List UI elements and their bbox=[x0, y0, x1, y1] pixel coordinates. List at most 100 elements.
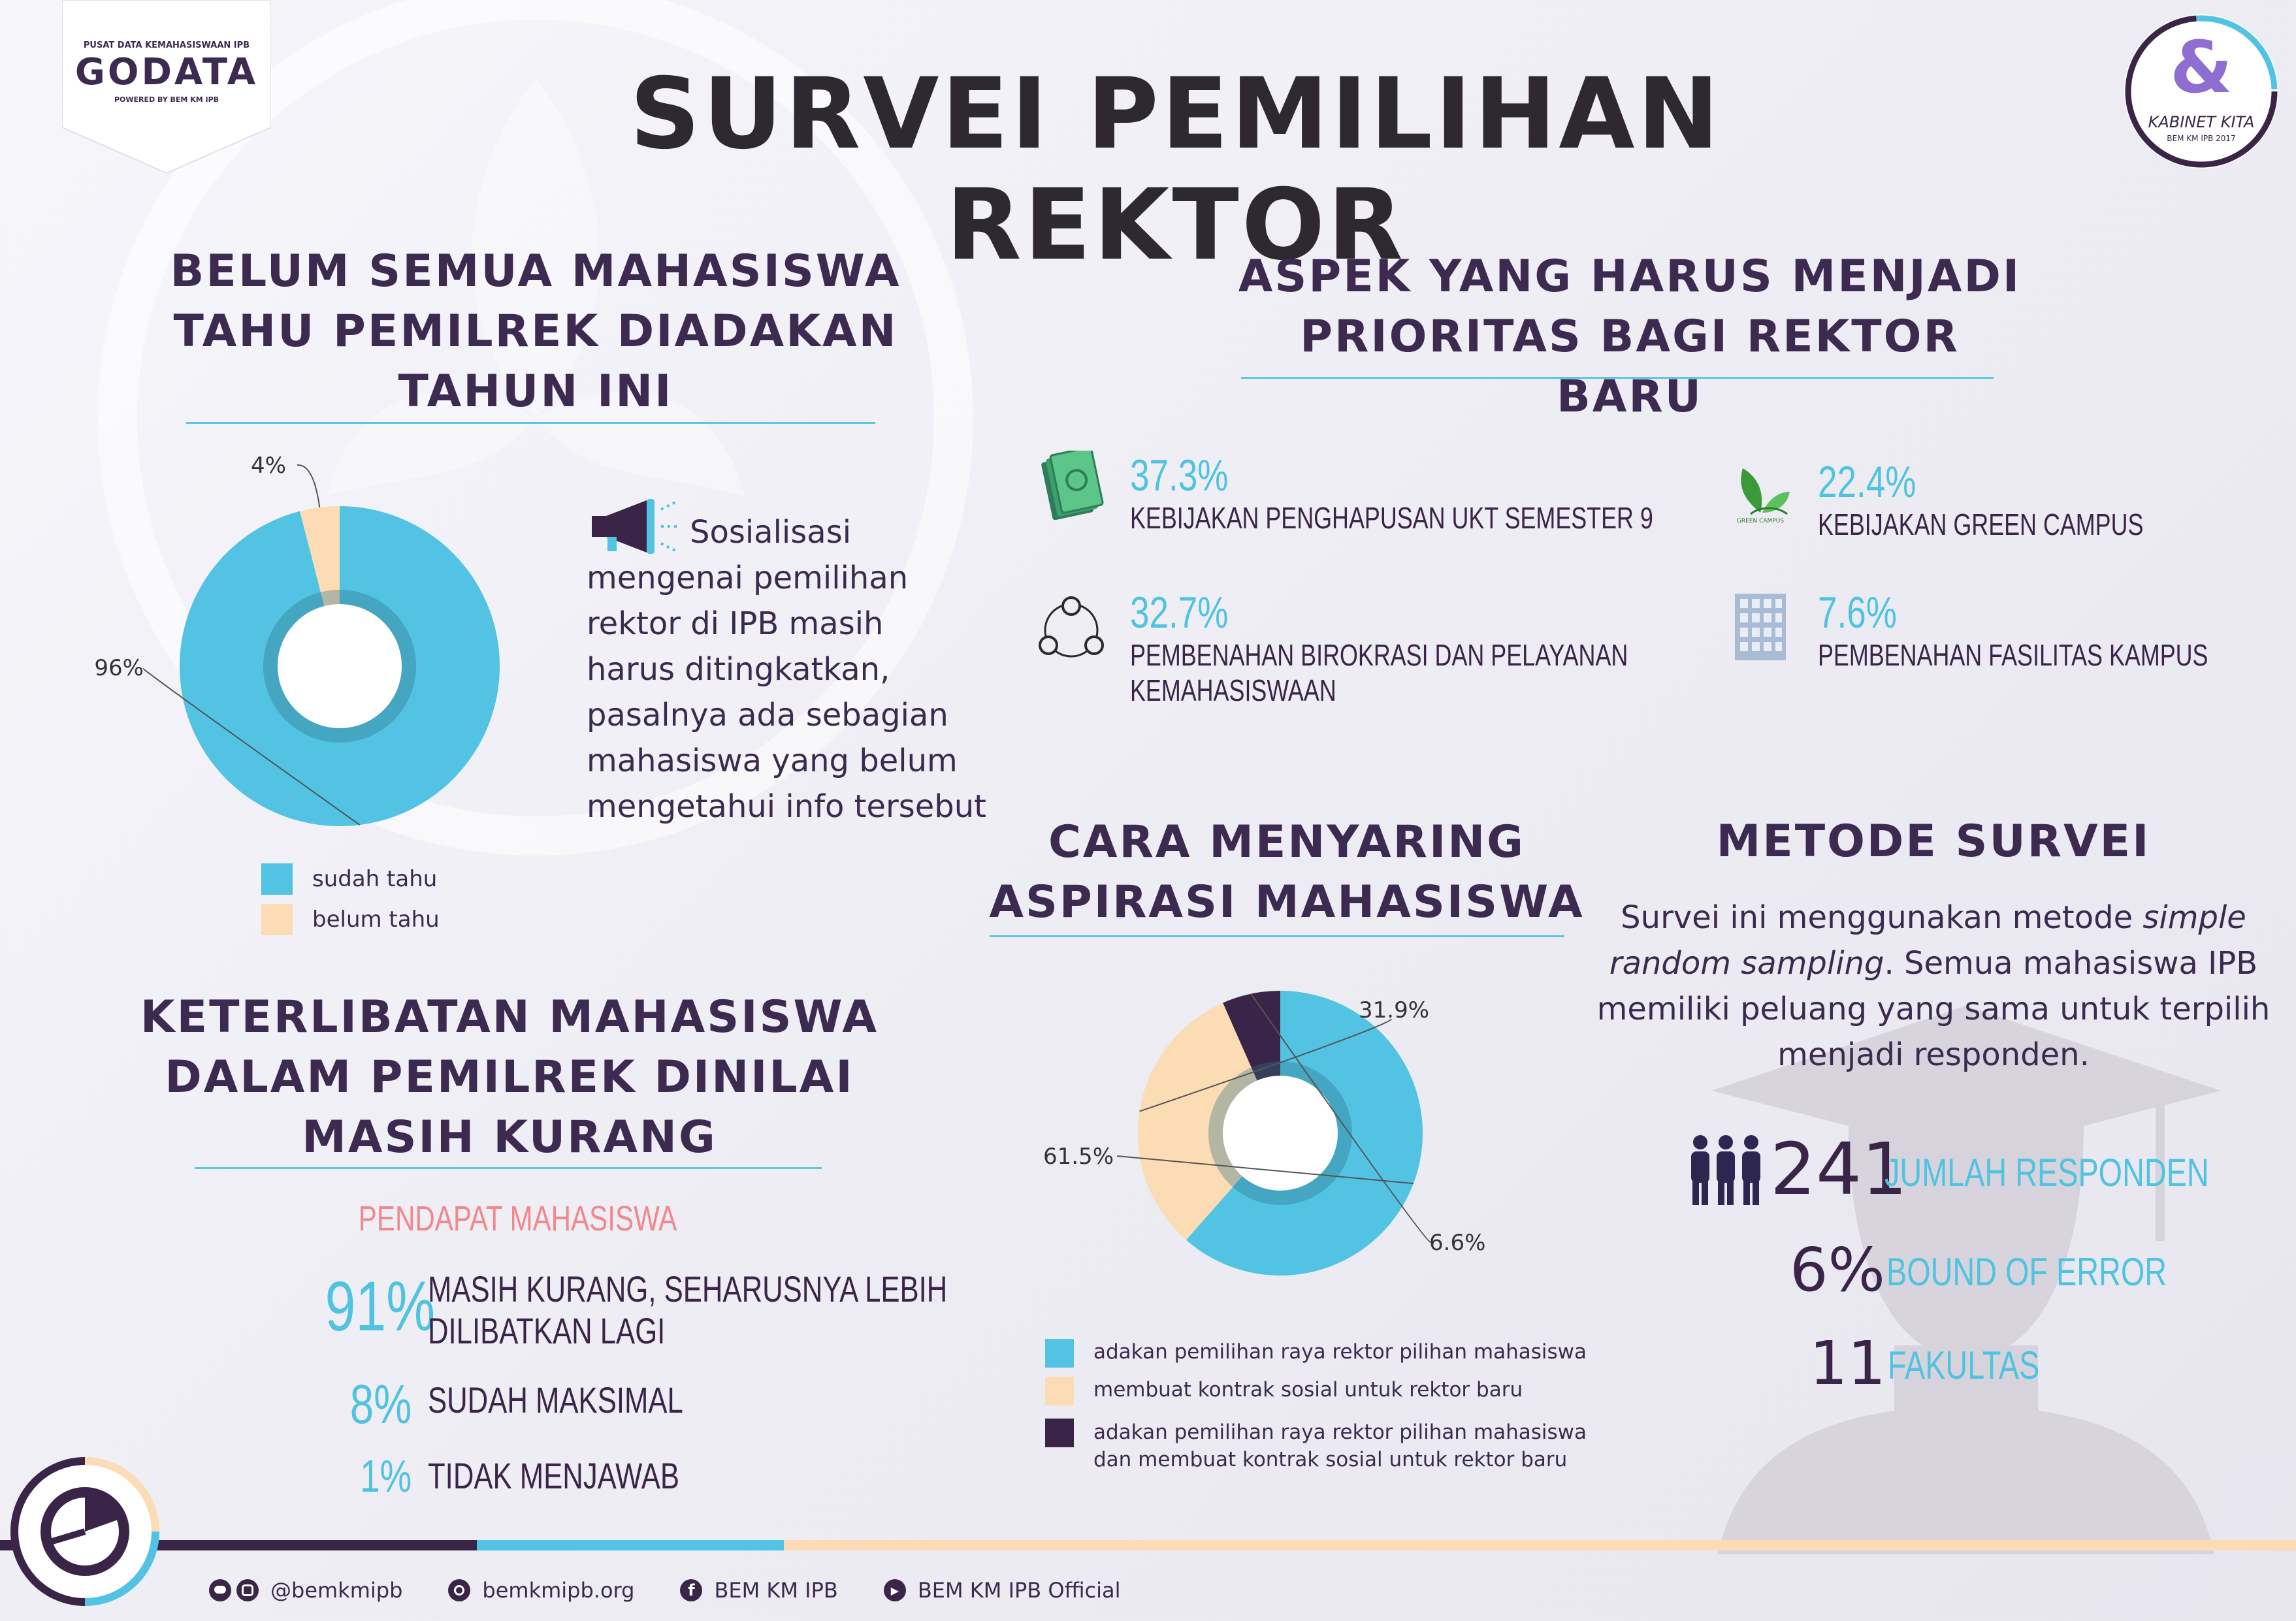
priority-item-2: 22.4% KEBIJAKAN GREEN CAMPUS bbox=[1818, 457, 2275, 542]
legend-item-kontrak-sosial: membuat kontrak sosial untuk rektor baru bbox=[1045, 1377, 1633, 1415]
section1-description-line2: mengenai pemilihan bbox=[587, 560, 909, 596]
aspiration-donut-leader-line-2 bbox=[1139, 1018, 1392, 1112]
legend-label-line1: membuat kontrak sosial untuk rektor baru bbox=[1093, 1378, 1523, 1402]
priority-pct: 22.4% bbox=[1818, 457, 1916, 507]
legend-label: belum tahu bbox=[312, 907, 440, 933]
legend-label: sudah tahu bbox=[312, 866, 438, 892]
aspiration-legend: adakan pemilihan raya rektor pilihan mah… bbox=[1045, 1339, 1633, 1473]
legend-label-line1: adakan pemilihan raya rektor pilihan mah… bbox=[1093, 1420, 1587, 1444]
section4-title-line1: CARA MENYARING bbox=[1048, 816, 1525, 868]
priority-label-line1: PEMBENAHAN BIROKRASI DAN PELAYANAN bbox=[1130, 638, 1628, 672]
social-links: @bemkmipb bemkmipb.org f BEM KM IPB ▶ BE… bbox=[209, 1567, 1124, 1613]
priority-item-3: 32.7% PEMBENAHAN BIROKRASI DAN PELAYANAN… bbox=[1130, 588, 1718, 708]
social-text-website[interactable]: bemkmipb.org bbox=[482, 1578, 635, 1603]
priority-label-line1: PEMBENAHAN FASILITAS KAMPUS bbox=[1818, 638, 2208, 672]
legend-label-line1: adakan pemilihan raya rektor pilihan mah… bbox=[1093, 1340, 1587, 1364]
legend-label: adakan pemilihan raya rektor pilihan mah… bbox=[1093, 1339, 1587, 1365]
method-line1: Survei ini menggunakan metode simple bbox=[1581, 895, 2286, 940]
section1-description-line7: mengetahui info tersebut bbox=[587, 788, 986, 825]
legend-item-keduanya: adakan pemilihan raya rektor pilihan mah… bbox=[1045, 1419, 1633, 1473]
legend-swatch bbox=[1045, 1419, 1074, 1447]
priority-pct: 7.6% bbox=[1818, 588, 1897, 637]
kabinet-kita-bottom: BEM KM IPB 2017 bbox=[2167, 134, 2236, 143]
stat-label: JUMLAH RESPONDEN bbox=[1884, 1151, 2209, 1195]
method-text-italic: random sampling bbox=[1609, 945, 1884, 982]
section2-title-line2: DALAM PEMILREK DINILAI bbox=[165, 1051, 854, 1103]
network-icon bbox=[1035, 594, 1107, 666]
awareness-donut-hole bbox=[278, 604, 402, 728]
stat-label: BOUND OF ERROR bbox=[1886, 1250, 2167, 1294]
people-icon bbox=[1687, 1134, 1764, 1206]
stat-faculties: 11 FAKULTAS bbox=[1764, 1324, 2286, 1403]
opinion-pct-wrap: 91% bbox=[294, 1267, 436, 1345]
survey-method-text: Survei ini menggunakan metode simple ran… bbox=[1581, 895, 2286, 1078]
social-text-instagram[interactable]: @bemkmipb bbox=[270, 1578, 403, 1603]
section1-divider bbox=[186, 422, 875, 424]
opinion-pct-wrap: 8% bbox=[294, 1372, 412, 1437]
opinion-item-3: 1% TIDAK MENJAWAB bbox=[294, 1443, 947, 1509]
legend-label-line2: dan membuat kontrak sosial untuk rektor … bbox=[1093, 1448, 1568, 1471]
kabinet-kita-name: KABINET KITA bbox=[2148, 113, 2255, 131]
aspiration-donut-data-label-3: 6.6% bbox=[1429, 1230, 1485, 1256]
legend-swatch bbox=[1045, 1377, 1074, 1405]
section3-divider bbox=[1241, 377, 1994, 379]
opinion-label-line1: SUDAH MAKSIMAL bbox=[428, 1379, 683, 1420]
awareness-donut-data-label-1: 96% bbox=[94, 655, 144, 681]
section1-description: Sosialisasi mengenai pemilihan rektor di… bbox=[587, 509, 992, 829]
section1-description-line3: rektor di IPB masih bbox=[587, 605, 884, 642]
opinion-item-2: 8% SUDAH MAKSIMAL bbox=[294, 1372, 947, 1437]
method-text-italic: simple bbox=[2142, 899, 2246, 936]
stat-respondents: 241 JUMLAH RESPONDEN bbox=[1764, 1127, 2286, 1212]
section3-title-line2: PRIORITAS BAGI REKTOR BARU bbox=[1300, 311, 1960, 423]
method-text: . Semua mahasiswa IPB bbox=[1884, 945, 2258, 982]
opinion-label-line1: MASIH KURANG, SEHARUSNYA LEBIH bbox=[428, 1268, 948, 1309]
opinion-pct: 1% bbox=[360, 1451, 412, 1501]
aspiration-donut-data-label-2: 31.9% bbox=[1359, 997, 1429, 1023]
section2-divider bbox=[195, 1167, 822, 1169]
godata-name: GODATA bbox=[74, 51, 259, 93]
godata-logo: PUSAT DATA KEMAHASISWAAN IPB GODATA POWE… bbox=[62, 0, 271, 173]
stat-label-wrap: JUMLAH RESPONDEN bbox=[1884, 1150, 2296, 1196]
section2-title: KETERLIBATAN MAHASISWA DALAM PEMILREK DI… bbox=[118, 987, 901, 1168]
section3-title-line1: ASPEK YANG HARUS MENJADI bbox=[1238, 251, 2022, 302]
social-text-facebook[interactable]: BEM KM IPB bbox=[714, 1578, 838, 1603]
section1-title-line3: TAHUN INI bbox=[398, 366, 673, 417]
awareness-donut-leader-line-2 bbox=[297, 464, 321, 508]
globe-icon[interactable] bbox=[448, 1579, 471, 1601]
method-line4: menjadi responden. bbox=[1777, 1036, 2090, 1073]
section1-title: BELUM SEMUA MAHASISWA TAHU PEMILREK DIAD… bbox=[144, 242, 928, 422]
section2-subtitle: PENDAPAT MAHASISWA bbox=[314, 1198, 705, 1239]
priority-label-line1: KEBIJAKAN PENGHAPUSAN UKT SEMESTER 9 bbox=[1130, 501, 1653, 535]
priority-pct: 37.3% bbox=[1130, 451, 1229, 500]
priority-label-line1: KEBIJAKAN GREEN CAMPUS bbox=[1818, 507, 2144, 541]
priority-pct: 32.7% bbox=[1130, 588, 1229, 637]
instagram-icon[interactable] bbox=[236, 1579, 259, 1601]
legend-swatch bbox=[261, 863, 293, 895]
section5-title: METODE SURVEI bbox=[1716, 816, 2151, 867]
money-icon bbox=[1039, 446, 1104, 522]
social-text-youtube[interactable]: BEM KM IPB Official bbox=[917, 1578, 1121, 1603]
opinion-label-line1: TIDAK MENJAWAB bbox=[428, 1455, 680, 1496]
aspiration-donut-hole bbox=[1223, 1076, 1338, 1191]
priority-label-line2: KEMAHASISWAAN bbox=[1130, 673, 1336, 707]
aspiration-donut-chart: 61.5% 31.9% 6.6% bbox=[1043, 991, 1485, 1276]
line-icon[interactable] bbox=[209, 1579, 231, 1601]
aspiration-donut-leader-line-3 bbox=[1250, 993, 1431, 1243]
youtube-icon[interactable]: ▶ bbox=[883, 1579, 906, 1601]
opinion-label: TIDAK MENJAWAB bbox=[428, 1455, 751, 1497]
awareness-donut-chart: 96% 4% bbox=[94, 453, 500, 826]
method-line3: memiliki peluang yang sama untuk terpili… bbox=[1596, 991, 2271, 1027]
facebook-icon[interactable]: f bbox=[680, 1579, 703, 1601]
aspiration-donut-data-label-1: 61.5% bbox=[1043, 1144, 1114, 1170]
awareness-legend: sudah tahu belum tahu bbox=[261, 859, 523, 940]
awareness-donut-leader-line-1 bbox=[142, 667, 361, 826]
legend-label: adakan pemilihan raya rektor pilihan mah… bbox=[1093, 1419, 1587, 1473]
section1-description-line1: Sosialisasi bbox=[690, 514, 852, 551]
page-title: SURVEI PEMILIHAN REKTOR bbox=[630, 57, 1722, 282]
legend-item-sudah-tahu: sudah tahu bbox=[261, 859, 523, 899]
opinion-pct: 91% bbox=[325, 1266, 436, 1345]
stat-label: FAKULTAS bbox=[1888, 1343, 2040, 1387]
opinion-label: SUDAH MAKSIMAL bbox=[428, 1379, 755, 1421]
awareness-donut-data-label-2: 4% bbox=[251, 453, 286, 479]
green-campus-icon-text: GREEN CAMPUS bbox=[1736, 518, 1785, 524]
